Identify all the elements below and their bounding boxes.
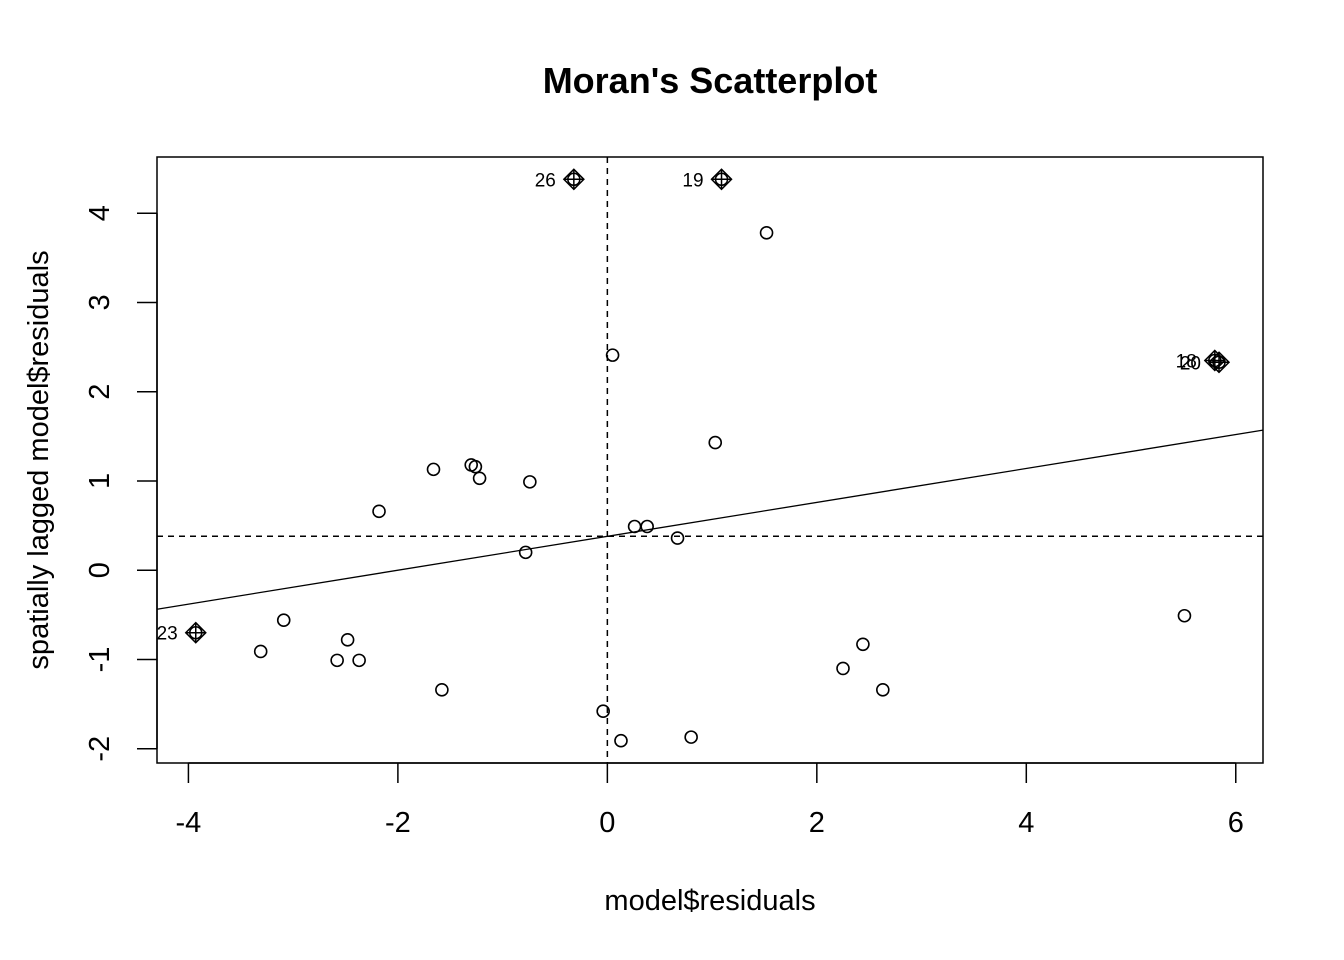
data-point [372, 504, 386, 519]
influential-point-circle [1212, 355, 1226, 370]
y-tick-label: -1 [84, 647, 116, 673]
y-axis: -2 -1 0 1 2 3 4 [84, 205, 158, 762]
data-point [468, 459, 483, 474]
data-point [856, 637, 870, 652]
mean-reference-lines [157, 157, 1263, 763]
influential-point-label: 19 [682, 170, 703, 191]
influential-point-label: 23 [157, 624, 178, 645]
influential-point-circle [714, 172, 729, 187]
points-group [253, 226, 1192, 748]
data-point [1177, 608, 1192, 623]
data-point [518, 545, 533, 560]
data-point [876, 683, 890, 697]
data-point [426, 462, 441, 477]
regression-line [156, 429, 1264, 610]
influential-point: 26 [535, 168, 585, 191]
data-point [759, 226, 774, 240]
data-point [614, 733, 628, 748]
influential-point-label: 18 [1176, 351, 1197, 372]
data-point [523, 475, 537, 489]
data-point [605, 348, 620, 362]
y-axis-label: spatially lagged model$residuals [23, 250, 55, 669]
data-point [684, 730, 698, 744]
regression-line-group [156, 429, 1264, 610]
data-point [472, 471, 487, 486]
data-point [340, 633, 355, 647]
chart-title: Moran's Scatterplot [543, 60, 878, 101]
data-point [640, 519, 654, 534]
x-tick-label: 2 [809, 807, 825, 839]
y-tick-label: 0 [84, 562, 116, 578]
x-axis: -4 -2 0 2 4 6 [176, 762, 1244, 839]
y-tick-label: 4 [84, 205, 116, 221]
x-tick-label: 0 [599, 807, 615, 839]
plot-frame [156, 156, 1264, 764]
data-point [330, 653, 344, 668]
data-point [627, 519, 642, 534]
influential-point: 19 [682, 168, 733, 191]
data-point [670, 531, 685, 545]
y-tick-label: 1 [84, 473, 116, 489]
x-tick-label: -2 [385, 807, 411, 839]
data-point [276, 613, 291, 628]
data-point [836, 661, 850, 676]
y-tick-label: -2 [84, 736, 116, 762]
x-axis-label: model$residuals [604, 885, 815, 917]
data-point [708, 435, 723, 450]
x-tick-label: 6 [1228, 807, 1244, 839]
influential-point-circle [189, 625, 203, 640]
influential-point: 20 [1180, 351, 1231, 374]
data-point [596, 704, 610, 719]
data-point [435, 683, 449, 697]
influential-point: 23 [157, 621, 207, 645]
y-tick-label: 2 [84, 384, 116, 400]
data-point [352, 653, 366, 668]
x-tick-label: -4 [176, 807, 202, 839]
influential-point-circle [567, 172, 581, 187]
influential-point-label: 26 [535, 170, 556, 191]
influential-point-label: 20 [1180, 353, 1201, 374]
y-tick-label: 3 [84, 294, 116, 310]
data-point [253, 644, 268, 659]
x-tick-label: 4 [1018, 807, 1034, 839]
